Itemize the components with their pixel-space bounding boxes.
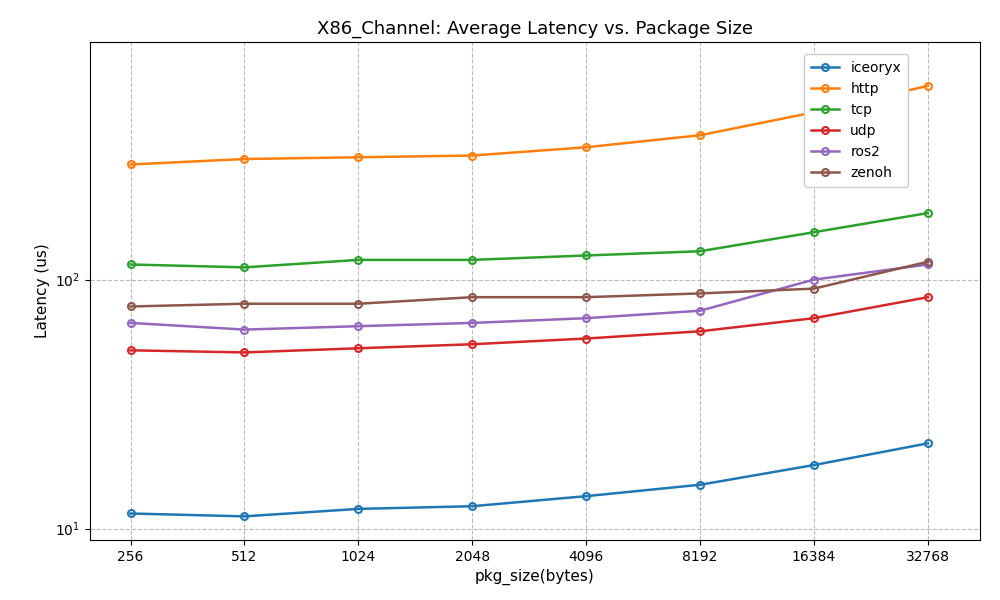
tcp: [466, 256, 478, 263]
udp: [466, 341, 478, 348]
tcp: [352, 256, 364, 263]
zenoh: [238, 300, 250, 307]
udp: [580, 335, 592, 342]
Title: X86_Channel: Average Latency vs. Package Size: X86_Channel: Average Latency vs. Package…: [317, 20, 753, 38]
http: [922, 82, 934, 89]
iceoryx: [125, 510, 137, 517]
iceoryx: [580, 493, 592, 500]
zenoh: [580, 293, 592, 301]
http: [238, 155, 250, 163]
udp: [694, 328, 706, 335]
ros2: [466, 319, 478, 326]
udp: [808, 314, 820, 322]
Line: ros2: ros2: [127, 261, 931, 333]
iceoryx: [466, 503, 478, 510]
ros2: [808, 276, 820, 283]
iceoryx: [238, 513, 250, 520]
iceoryx: [694, 481, 706, 488]
tcp: [125, 261, 137, 268]
ros2: [694, 307, 706, 314]
zenoh: [466, 293, 478, 301]
ros2: [238, 326, 250, 333]
http: [580, 143, 592, 151]
http: [694, 131, 706, 139]
iceoryx: [808, 461, 820, 469]
udp: [125, 347, 137, 354]
ros2: [580, 314, 592, 322]
zenoh: [694, 290, 706, 297]
Line: udp: udp: [127, 294, 931, 356]
Legend: iceoryx, http, tcp, udp, ros2, zenoh: iceoryx, http, tcp, udp, ros2, zenoh: [804, 54, 908, 187]
tcp: [922, 209, 934, 217]
tcp: [694, 248, 706, 255]
X-axis label: pkg_size(bytes): pkg_size(bytes): [475, 569, 595, 586]
ros2: [352, 323, 364, 330]
udp: [238, 349, 250, 356]
zenoh: [922, 258, 934, 265]
http: [125, 161, 137, 168]
zenoh: [125, 303, 137, 310]
Line: iceoryx: iceoryx: [127, 440, 931, 520]
http: [466, 152, 478, 159]
Line: tcp: tcp: [127, 209, 931, 271]
iceoryx: [922, 440, 934, 447]
udp: [922, 293, 934, 301]
Line: zenoh: zenoh: [127, 258, 931, 310]
tcp: [580, 252, 592, 259]
ros2: [922, 261, 934, 268]
iceoryx: [352, 505, 364, 512]
zenoh: [808, 285, 820, 292]
http: [352, 154, 364, 161]
udp: [352, 344, 364, 352]
tcp: [808, 229, 820, 236]
zenoh: [352, 300, 364, 307]
http: [808, 109, 820, 116]
ros2: [125, 319, 137, 326]
Line: http: http: [127, 82, 931, 168]
Y-axis label: Latency (us): Latency (us): [35, 244, 50, 338]
tcp: [238, 264, 250, 271]
